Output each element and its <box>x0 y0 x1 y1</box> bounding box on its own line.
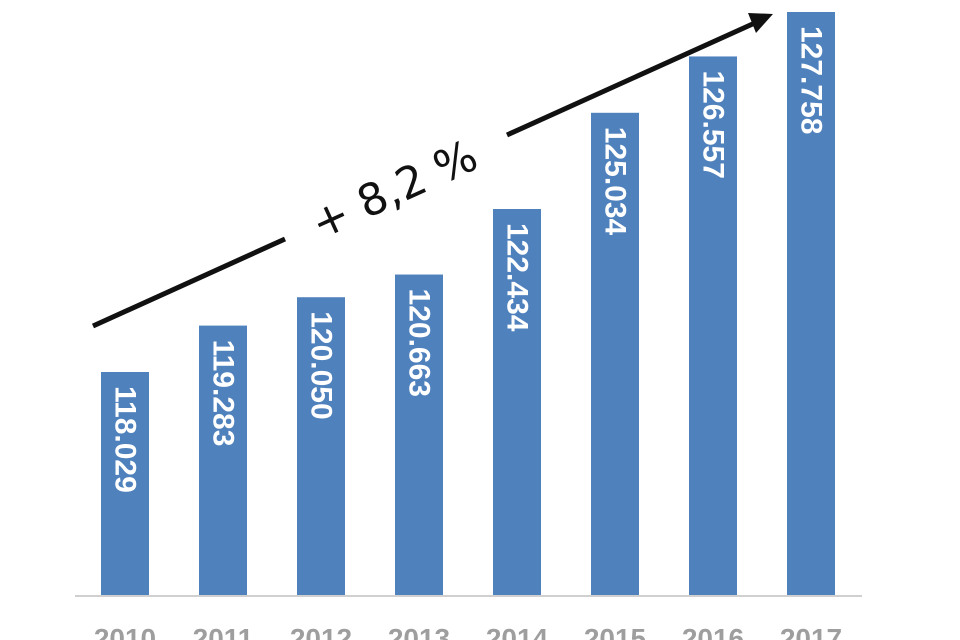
trend-arrow-left-segment <box>91 236 287 329</box>
x-tick-label-2010: 2010 <box>94 623 156 640</box>
x-tick-label-2011: 2011 <box>193 623 254 640</box>
x-axis-ticks: 2010 2011 2012 2013 2014 2015 2016 2017 <box>94 623 842 640</box>
growth-annotation: + 8,2 % <box>303 130 485 250</box>
bars-layer: 118.029 119.283 120.050 120.663 122.434 125.0… <box>101 12 835 597</box>
x-tick-label-2016: 2016 <box>682 623 744 640</box>
bar-value-label-2016: 126.557 <box>697 70 730 178</box>
trend-arrow-right-segment <box>505 19 759 138</box>
bar-value-label-2013: 120.663 <box>403 289 436 397</box>
bar-value-label-2012: 120.050 <box>305 311 338 419</box>
bar-value-label-2017: 127.758 <box>795 26 828 134</box>
bar-2012 <box>297 297 345 596</box>
bar-2015 <box>591 112 639 596</box>
trend-arrow-head <box>748 13 773 33</box>
bar-value-label-2014: 122.434 <box>501 223 534 332</box>
bar-2013 <box>395 274 443 596</box>
bar-value-label-2011: 119.283 <box>207 340 240 447</box>
bar-2011 <box>199 325 247 596</box>
x-tick-label-2015: 2015 <box>584 623 646 640</box>
bar-value-label-2010: 118.029 <box>109 386 142 493</box>
bar-value-label-2015: 125.034 <box>599 127 632 236</box>
bar-2014 <box>493 209 541 596</box>
x-tick-label-2014: 2014 <box>486 623 549 640</box>
x-tick-label-2012: 2012 <box>290 623 352 640</box>
x-tick-label-2017: 2017 <box>780 623 842 640</box>
x-tick-label-2013: 2013 <box>388 623 450 640</box>
bar-2016 <box>689 56 737 597</box>
bar-2010 <box>101 372 149 596</box>
bar-2017 <box>787 12 835 596</box>
